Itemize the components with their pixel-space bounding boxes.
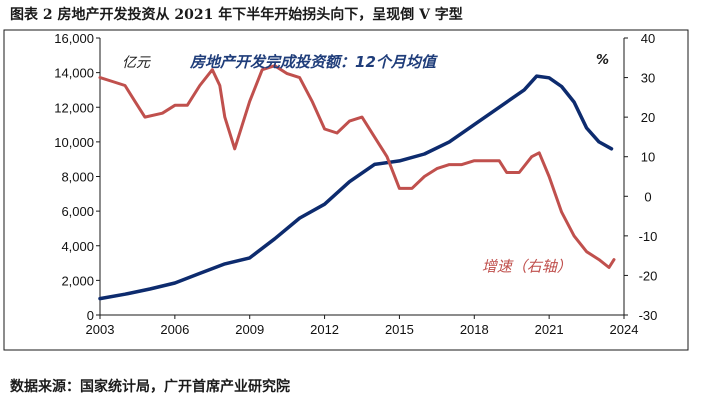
left-axis-tick-label: 10,000 — [54, 135, 94, 150]
left-axis-tick-label: 4,000 — [61, 239, 94, 254]
left-axis-tick-label: 8,000 — [61, 170, 94, 185]
left-axis-tick-label: 6,000 — [61, 204, 94, 219]
x-axis-tick-label: 2003 — [86, 322, 115, 337]
right-axis-tick-label: 20 — [641, 110, 655, 125]
left-axis-tick-label: 14,000 — [54, 66, 94, 81]
x-axis-tick-label: 2015 — [385, 322, 414, 337]
left-axis-tick-label: 12,000 — [54, 100, 94, 115]
x-axis-tick-label: 2012 — [310, 322, 339, 337]
x-axis-tick-label: 2021 — [535, 322, 564, 337]
right-axis-tick-label: -10 — [639, 229, 658, 244]
right-axis-tick-label: 0 — [644, 189, 651, 204]
right-axis-tick-label: 30 — [641, 71, 655, 86]
right-axis-tick-label: -30 — [639, 308, 658, 323]
right-axis-tick-label: 10 — [641, 150, 655, 165]
left-axis-tick-label: 2,000 — [61, 273, 94, 288]
x-axis-tick-label: 2009 — [235, 322, 264, 337]
series-line-investment — [98, 74, 614, 301]
data-source-note: 数据来源：国家统计局，广开首席产业研究院 — [10, 379, 290, 395]
left-axis-tick-label: 16,000 — [54, 31, 94, 46]
axis-ticks: 0 2,000 4,000 6,000 8,000 10,000 12,000 14,000 1… — [54, 31, 657, 337]
x-axis-tick-label: 2018 — [460, 322, 489, 337]
x-axis-tick-label: 2006 — [160, 322, 189, 337]
line-chart: 0 2,000 4,000 6,000 8,000 10,000 12,000 14,000 1… — [3, 29, 689, 351]
right-axis-unit: % — [596, 53, 609, 68]
chart-area: 0 2,000 4,000 6,000 8,000 10,000 12,000 14,000 1… — [2, 28, 692, 354]
left-axis-unit: 亿元 — [122, 55, 151, 71]
left-axis-tick-label: 0 — [87, 308, 94, 323]
figure-title: 图表 2 房地产开发投资从 2021 年下半年开始拐头向下，呈现倒 V 字型 — [10, 7, 463, 23]
plot-frame — [3, 29, 689, 351]
series-label-growth: 增速（右轴） — [482, 258, 572, 276]
right-axis-tick-label: -20 — [639, 268, 658, 283]
chart-title: 房地产开发完成投资额：12个月均值 — [189, 53, 439, 71]
series-line-growth — [98, 64, 616, 269]
x-axis-tick-label: 2024 — [610, 322, 639, 337]
right-axis-tick-label: 40 — [641, 31, 655, 46]
